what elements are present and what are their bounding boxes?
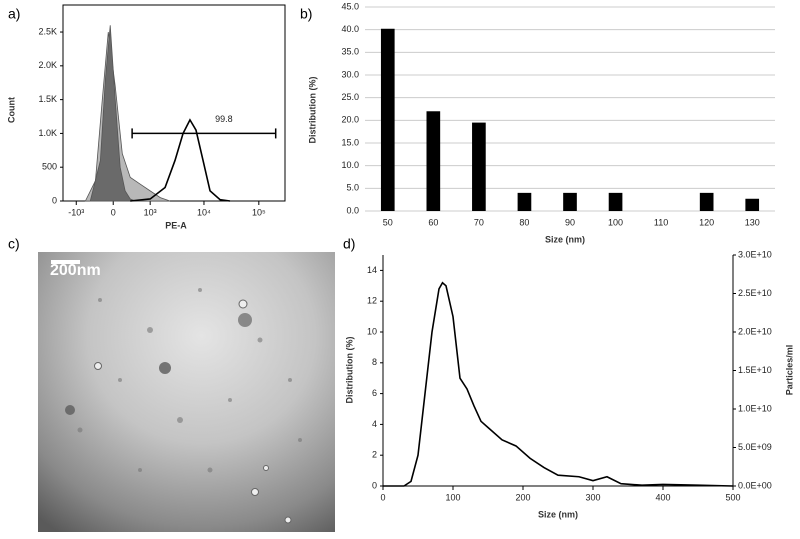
x-tick-label: 10⁵ (252, 207, 266, 217)
y-tick-label: 20.0 (341, 115, 359, 125)
x-tick-label: 10⁴ (197, 207, 211, 217)
x-tick-label: 60 (428, 217, 438, 227)
x-tick-label: 400 (655, 492, 670, 502)
x-tick-label: 10³ (144, 207, 157, 217)
x-tick-label: 110 (654, 217, 668, 227)
y-tick-label: 4 (372, 419, 377, 429)
particles (65, 288, 302, 473)
x-tick-label: 200 (515, 492, 530, 502)
bar (472, 122, 486, 211)
frame (62, 4, 286, 202)
y-tick-label: 45.0 (341, 1, 359, 11)
x-tick-label: 120 (699, 217, 714, 227)
x-tick-label: 500 (725, 492, 740, 502)
y-tick-label: 2 (372, 450, 377, 460)
y-tick-label: 0 (372, 480, 377, 490)
x-tick-label: 300 (585, 492, 600, 502)
x-tick-label: 130 (745, 217, 760, 227)
y-tick-label: 2.5K (38, 26, 57, 36)
x-tick-label: 90 (565, 217, 575, 227)
bar (608, 192, 623, 211)
bar (699, 192, 714, 211)
y2-tick-label: 2.5E+10 (738, 288, 772, 298)
y2-tick-label: 1.5E+10 (738, 365, 772, 375)
y-tick-label: 0.0 (346, 205, 359, 215)
y-tick-label: 2.0K (38, 60, 57, 70)
y2-tick-label: 2.0E+10 (738, 326, 772, 336)
y-tick-label: 1.0K (38, 128, 57, 138)
y2-tick-label: 0.0E+00 (738, 480, 772, 490)
x-tick-label: 0 (111, 207, 116, 217)
x-tick-label: 100 (608, 217, 623, 227)
y-tick-label: 5.0 (346, 183, 359, 193)
gate-label: 99.8 (215, 114, 233, 124)
y-tick-label: 6 (372, 388, 377, 398)
y-axis-label: Distribution (%) (307, 77, 317, 144)
panel-label: b) (300, 6, 312, 22)
x-axis-label: Size (nm) (545, 234, 585, 244)
tem-image: 200nm (38, 252, 335, 532)
y2-tick-label: 3.0E+10 (738, 249, 772, 259)
x-axis-label: PE-A (165, 220, 187, 230)
y-tick-label: 0 (52, 195, 57, 205)
y-tick-label: 30.0 (341, 69, 359, 79)
x-tick-label: 100 (445, 492, 460, 502)
y2-tick-label: 1.0E+10 (738, 403, 772, 413)
y-tick-label: 1.5K (38, 94, 57, 104)
y-tick-label: 15.0 (341, 137, 359, 147)
panel-label: d) (343, 236, 355, 252)
y-tick-label: 40.0 (341, 24, 359, 34)
y-tick-label: 10.0 (341, 160, 359, 170)
bar (380, 28, 395, 212)
y-tick-label: 10 (367, 326, 377, 336)
y-tick-label: 500 (42, 162, 57, 172)
y-axis-label: Distribution (%) (344, 337, 354, 404)
y-tick-label: 25.0 (341, 92, 359, 102)
x-tick-label: 70 (474, 217, 484, 227)
line (130, 118, 231, 202)
x-axis-label: Size (nm) (538, 509, 578, 519)
y-tick-label: 14 (367, 265, 377, 275)
y-tick-label: 35.0 (341, 47, 359, 57)
y2-tick-label: 5.0E+09 (738, 442, 772, 452)
panel-label: c) (8, 236, 20, 252)
x-tick-label: 50 (383, 217, 393, 227)
y2-axis-label: Particles/ml (784, 345, 794, 396)
x-tick-label: -10³ (68, 207, 84, 217)
scale-bar-label: 200nm (50, 262, 101, 279)
micrograph (38, 252, 335, 532)
x-tick-label: 0 (380, 492, 385, 502)
line (383, 281, 734, 487)
y-axis-label: Count (6, 97, 16, 123)
bar (426, 111, 441, 211)
y-tick-label: 12 (367, 296, 377, 306)
y-tick-label: 8 (372, 357, 377, 367)
x-tick-label: 80 (519, 217, 529, 227)
panel-label: a) (8, 6, 20, 22)
bar (517, 192, 532, 211)
bar (745, 198, 760, 211)
vesicles (94, 299, 292, 524)
bar (563, 192, 577, 211)
